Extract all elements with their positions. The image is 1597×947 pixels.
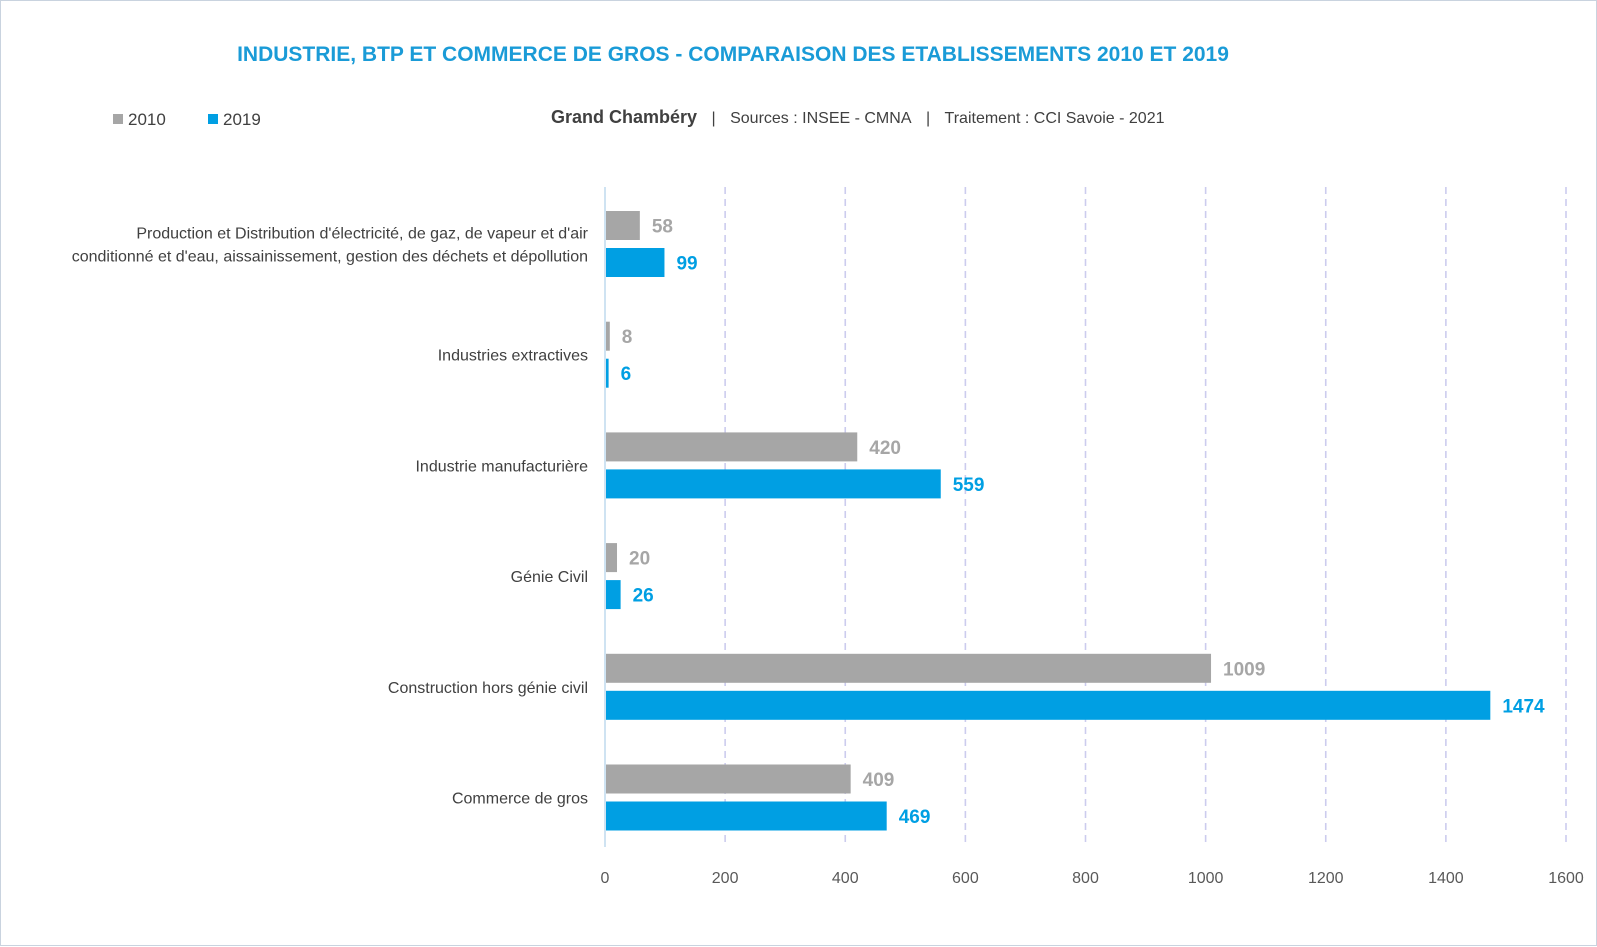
bar-2019-2 [605, 469, 941, 499]
bar-2019-3 [605, 580, 621, 610]
bar-2019-4 [605, 690, 1491, 720]
data-label-2019-3: 26 [633, 586, 654, 607]
x-tick-label-1400: 1400 [1428, 870, 1464, 887]
data-label-2010-0: 58 [652, 217, 673, 238]
bar-2010-2 [605, 432, 858, 462]
x-tick-label-200: 200 [712, 870, 739, 887]
bar-2010-1 [605, 321, 610, 351]
category-label: Industries extractives [438, 348, 588, 365]
data-label-2010-5: 409 [863, 770, 895, 791]
subtitle-treatment: Traitement : CCI Savoie - 2021 [945, 110, 1165, 127]
bar-2019-5 [605, 801, 887, 831]
category-label: Commerce de gros [452, 791, 588, 808]
bar-2019-1 [605, 358, 609, 388]
category-label: Industrie manufacturière [415, 458, 588, 475]
grid-lines [724, 187, 1567, 847]
data-label-2019-0: 99 [676, 254, 697, 275]
legend-swatch-2010 [113, 114, 123, 124]
category-label: Construction hors génie civil [388, 680, 588, 697]
category-label: conditionné et d'eau, aissainissement, g… [72, 249, 588, 266]
legend-label-2019: 2019 [223, 110, 261, 129]
subtitle-sources: Sources : INSEE - CMNA [730, 110, 912, 127]
data-label-2019-1: 6 [621, 364, 632, 385]
category-labels: Production et Distribution d'électricité… [72, 226, 589, 808]
bar-2010-0 [605, 211, 640, 240]
x-tick-label-1200: 1200 [1308, 870, 1344, 887]
data-label-2010-3: 20 [629, 549, 650, 570]
bar-2010-3 [605, 543, 618, 573]
bars [605, 211, 1491, 831]
x-tick-label-1000: 1000 [1188, 870, 1224, 887]
data-label-2019-5: 469 [899, 807, 931, 828]
chart-title: INDUSTRIE, BTP ET COMMERCE DE GROS - COM… [237, 43, 1229, 66]
data-label-2010-2: 420 [869, 438, 901, 459]
data-label-2010-4: 1009 [1223, 659, 1265, 680]
category-label: Génie Civil [511, 569, 588, 586]
category-label: Production et Distribution d'électricité… [136, 226, 588, 243]
data-label-2019-4: 1474 [1502, 696, 1545, 717]
data-label-2019-2: 559 [953, 475, 985, 496]
chart-subtitle: Grand Chambéry | Sources : INSEE - CMNA … [551, 107, 1165, 127]
bar-2010-4 [605, 653, 1212, 683]
x-tick-label-1600: 1600 [1548, 870, 1584, 887]
legend: 2010 2019 [113, 110, 261, 129]
legend-label-2010: 2010 [128, 110, 166, 129]
bar-2010-5 [605, 764, 851, 794]
data-label-2010-1: 8 [622, 327, 633, 348]
legend-swatch-2019 [208, 114, 218, 124]
subtitle-separator: | [926, 110, 930, 127]
x-tick-labels: 0 200 400 600 800 1000 1200 1400 1600 [601, 870, 1584, 887]
x-tick-label-600: 600 [952, 870, 979, 887]
bar-2019-0 [605, 248, 665, 277]
subtitle-territory: Grand Chambéry [551, 107, 697, 127]
subtitle-separator: | [712, 110, 716, 127]
x-tick-label-800: 800 [1072, 870, 1099, 887]
x-tick-label-400: 400 [832, 870, 859, 887]
x-tick-label-0: 0 [601, 870, 610, 887]
